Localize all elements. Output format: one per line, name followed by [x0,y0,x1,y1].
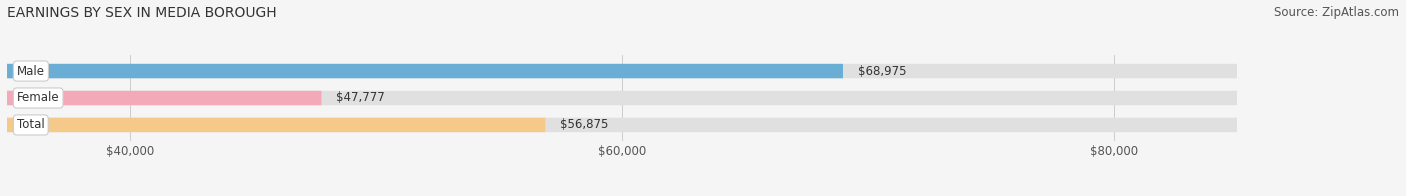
Text: Female: Female [17,92,59,104]
FancyBboxPatch shape [7,118,546,132]
Text: $68,975: $68,975 [858,64,907,78]
Text: Total: Total [17,118,45,132]
Text: $47,777: $47,777 [336,92,385,104]
Text: $56,875: $56,875 [560,118,609,132]
Text: Male: Male [17,64,45,78]
Text: Source: ZipAtlas.com: Source: ZipAtlas.com [1274,6,1399,19]
FancyBboxPatch shape [7,91,1237,105]
FancyBboxPatch shape [7,64,844,78]
Text: EARNINGS BY SEX IN MEDIA BOROUGH: EARNINGS BY SEX IN MEDIA BOROUGH [7,6,277,20]
FancyBboxPatch shape [7,64,1237,78]
FancyBboxPatch shape [7,91,322,105]
FancyBboxPatch shape [7,118,1237,132]
